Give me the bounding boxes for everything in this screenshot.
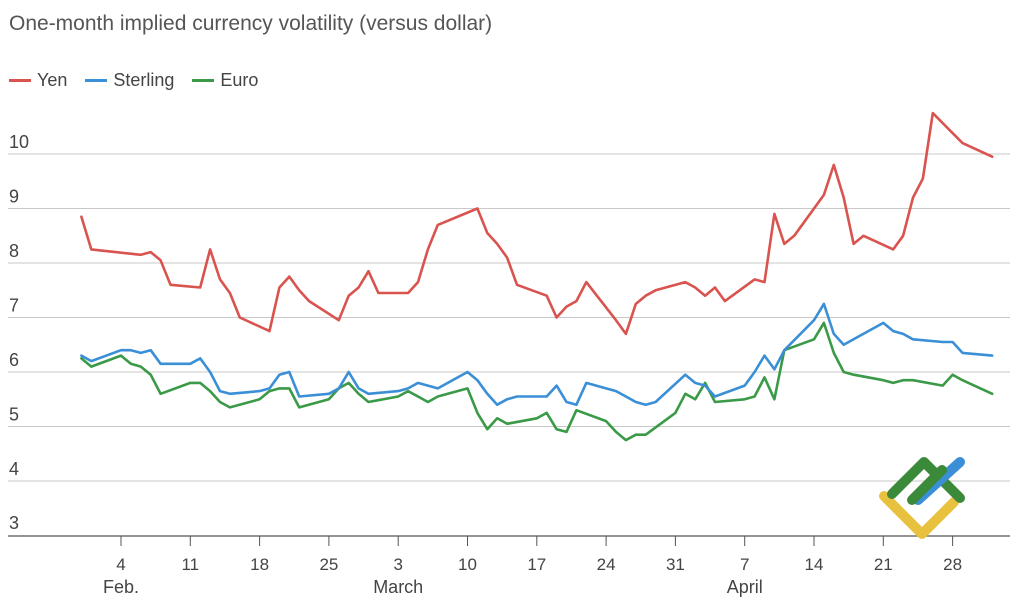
x-tick-label: 31 [666, 555, 685, 574]
x-tick-label: 10 [458, 555, 477, 574]
litefinance-logo [879, 457, 965, 539]
grid-lines [8, 153, 1010, 537]
legend-item-euro: Euro [192, 70, 258, 91]
y-axis-labels: 3 4 5 6 7 8 9 10 [9, 132, 29, 533]
legend-item-yen: Yen [9, 70, 67, 91]
logo-yellow-chevron [879, 491, 959, 539]
y-tick-label: 7 [9, 296, 19, 316]
chart-title: One-month implied currency volatility (v… [9, 12, 493, 35]
x-tick-label: 3 [393, 555, 402, 574]
x-tick-label: 11 [181, 555, 199, 574]
series-line-yen [80, 111, 994, 336]
legend-label-sterling: Sterling [113, 70, 175, 90]
legend-label-euro: Euro [220, 70, 259, 90]
legend-swatch-euro [192, 79, 215, 82]
legend-swatch-yen [9, 79, 31, 82]
y-tick-label: 4 [9, 459, 19, 479]
y-tick-label: 9 [9, 187, 19, 207]
logo-green-chevron [887, 457, 965, 503]
legend-label-yen: Yen [37, 70, 68, 90]
chart-legend: Yen Sterling Euro [9, 70, 276, 91]
series-line-euro [80, 321, 994, 442]
y-tick-label: 8 [9, 241, 19, 261]
y-tick-label: 6 [9, 350, 19, 370]
y-tick-label: 10 [9, 132, 29, 152]
x-tick-label: 17 [527, 555, 546, 574]
month-label: Feb. [103, 577, 139, 597]
x-tick-label: 28 [943, 555, 962, 574]
y-tick-label: 3 [9, 513, 19, 533]
x-tick-label: 24 [597, 555, 616, 574]
month-label: March [373, 577, 423, 597]
x-tick-label: 14 [805, 555, 824, 574]
month-label: April [727, 577, 763, 597]
x-axis: 4 11 18 25 3 10 17 24 31 7 14 21 28 Feb. March April [103, 536, 962, 597]
legend-item-sterling: Sterling [85, 70, 174, 91]
x-tick-label: 7 [740, 555, 749, 574]
y-tick-label: 5 [9, 405, 19, 425]
x-tick-label: 18 [250, 555, 269, 574]
legend-swatch-sterling [85, 79, 108, 82]
x-tick-label: 21 [874, 555, 893, 574]
logo-green-stroke [907, 465, 947, 505]
series-lines [80, 111, 994, 442]
x-tick-label: 4 [116, 555, 125, 574]
x-tick-label: 25 [319, 555, 338, 574]
series-line-sterling [80, 302, 994, 406]
